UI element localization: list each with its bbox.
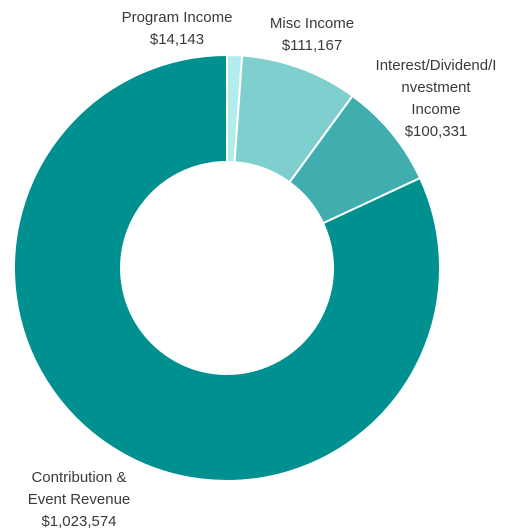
- interest-income-name-line-1: Interest/Dividend/I: [376, 57, 497, 74]
- contribution-value: $1,023,574: [41, 513, 116, 529]
- slice-label-contribution-revenue: Contribution & Event Revenue $1,023,574: [28, 469, 131, 529]
- slice-contribution-event-revenue: [13, 53, 441, 482]
- interest-income-value: $100,331: [405, 123, 468, 140]
- misc-income-value: $111,167: [282, 37, 342, 54]
- donut-slices: [13, 53, 441, 482]
- slice-label-misc-income: Misc Income $111,167: [270, 15, 354, 54]
- program-income-name-line-1: Program Income: [122, 9, 233, 26]
- interest-income-name-line-2: nvestment: [401, 79, 471, 96]
- interest-income-name-line-3: Income: [411, 101, 460, 118]
- misc-income-name-line-1: Misc Income: [270, 15, 354, 32]
- slice-label-program-income: Program Income $14,143: [122, 9, 233, 48]
- slice-label-interest-income: Interest/Dividend/I nvestment Income $10…: [376, 57, 497, 140]
- contribution-name-line-2: Event Revenue: [28, 491, 131, 508]
- program-income-value: $14,143: [150, 31, 204, 48]
- contribution-name-line-1: Contribution &: [31, 469, 126, 486]
